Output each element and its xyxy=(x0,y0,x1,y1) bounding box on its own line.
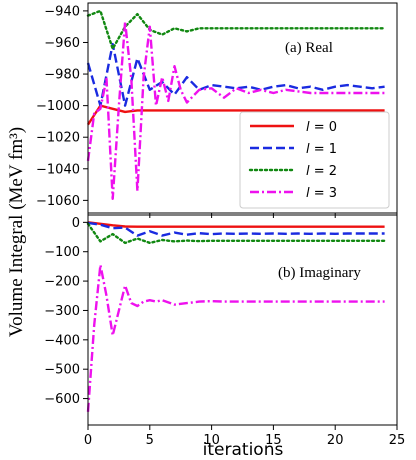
series-line-l-1 xyxy=(87,221,385,237)
y-tick-label: −940 xyxy=(44,4,80,19)
x-tick-label: 25 xyxy=(389,433,406,448)
series-line-l-3 xyxy=(86,20,385,201)
y-tick-label: −1000 xyxy=(36,99,80,114)
series-line-l-0 xyxy=(86,104,385,126)
panel-real: −1060 −1040 −1020 −1000 −980 −960 −940 (a) Real xyxy=(36,2,398,218)
legend-entry: l = 3 xyxy=(306,186,337,201)
series-line-l-0 xyxy=(87,221,385,228)
panel-label: (a) Real xyxy=(285,40,333,56)
legend: l = 0 l = 1 l = 2 l = 3 xyxy=(239,111,390,209)
plot-frame xyxy=(87,2,398,214)
legend-box xyxy=(239,111,390,209)
series-line-l-2 xyxy=(86,222,386,245)
x-axis-label: iterations xyxy=(203,440,284,460)
y-tick-label: −100 xyxy=(44,245,80,260)
series-line-l-3 xyxy=(86,263,385,412)
x-tick-label: 5 xyxy=(146,433,154,448)
y-tick-label: −300 xyxy=(44,304,80,319)
x-tick-label: 15 xyxy=(265,433,282,448)
x-tick-label: 20 xyxy=(327,433,344,448)
series-line-l-1 xyxy=(86,42,385,107)
y-tick-label: −500 xyxy=(44,363,80,378)
y-axis-label: Volume Integral (MeV fm³) xyxy=(6,127,27,337)
x-tick-label: 10 xyxy=(203,433,220,448)
y-tick-label: −980 xyxy=(44,68,80,83)
y-tick-label: −600 xyxy=(44,392,80,407)
series-line-l-2 xyxy=(86,9,386,50)
y-tick-label: −1040 xyxy=(36,162,80,177)
legend-entry: l = 0 xyxy=(306,120,337,135)
y-tick-label: 0 xyxy=(72,216,80,231)
y-tick-label: −200 xyxy=(44,275,80,290)
x-tick-label: 0 xyxy=(84,433,92,448)
y-tick-label: −400 xyxy=(44,333,80,348)
legend-entry: l = 1 xyxy=(306,142,337,157)
plot-frame xyxy=(87,214,398,426)
y-tick-label: −960 xyxy=(44,36,80,51)
panel-label: (b) Imaginary xyxy=(278,265,361,281)
y-tick-label: −1060 xyxy=(36,194,80,209)
panel-imaginary: −600 −500 −400 −300 −200 −100 0 0 5 10 15 20 25 (b) I… xyxy=(44,214,406,448)
y-tick-label: −1020 xyxy=(36,131,80,146)
legend-entry: l = 2 xyxy=(306,164,337,179)
